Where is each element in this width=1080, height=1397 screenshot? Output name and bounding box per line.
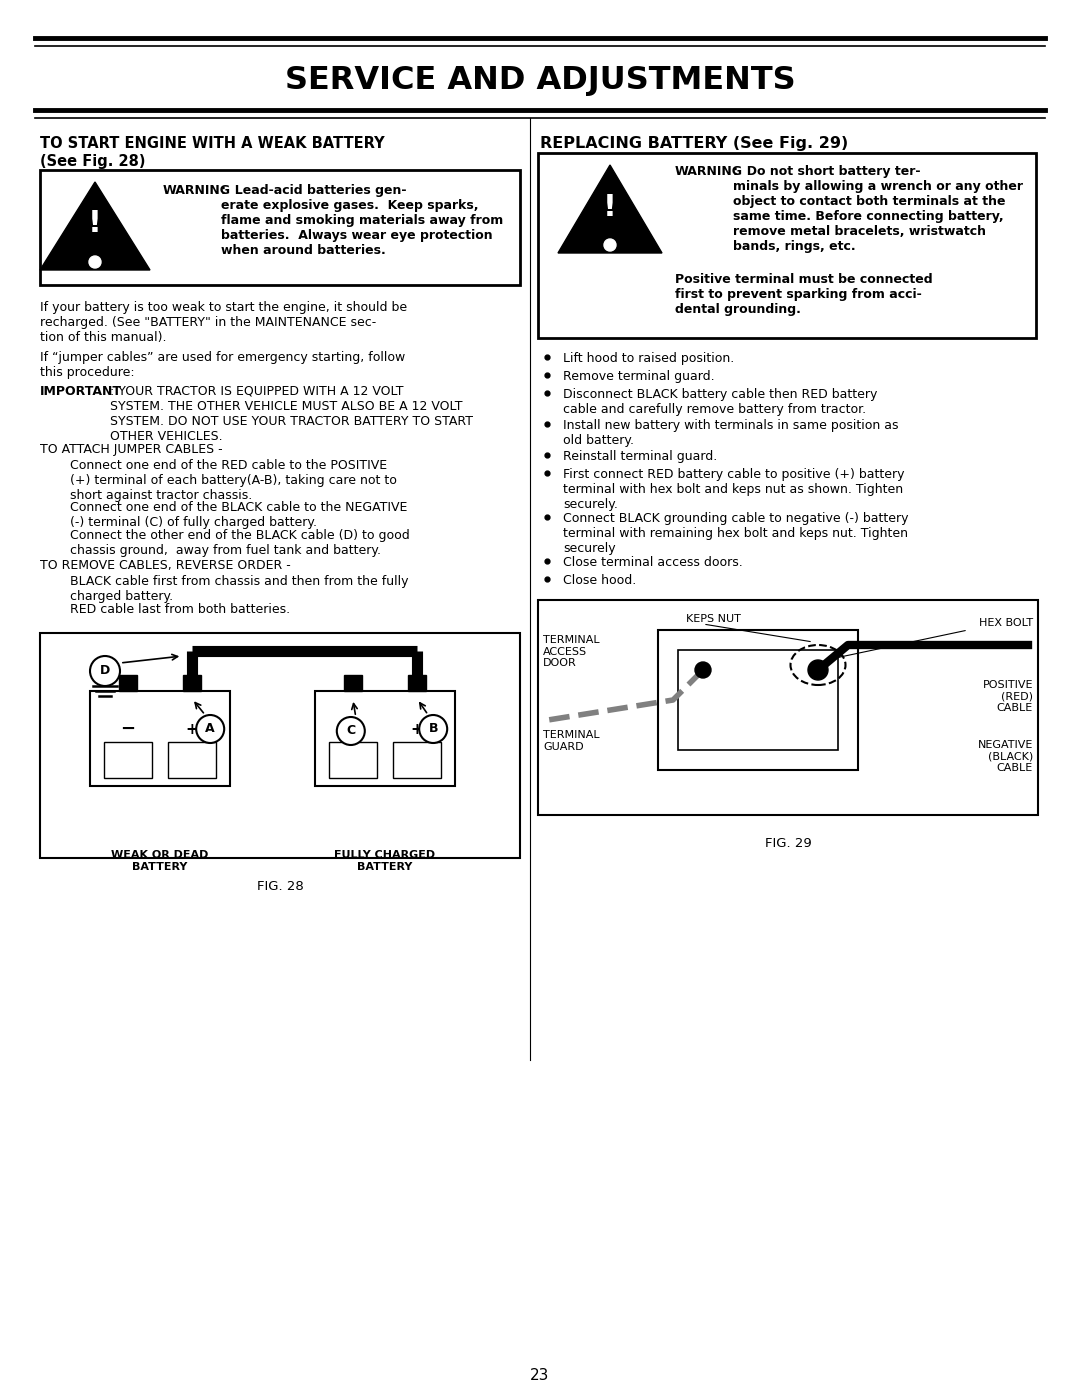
Text: +: + — [186, 721, 199, 736]
Text: A: A — [205, 722, 215, 735]
Text: :  Lead-acid batteries gen-
erate explosive gases.  Keep sparks,
flame and smoki: : Lead-acid batteries gen- erate explosi… — [221, 184, 503, 257]
FancyBboxPatch shape — [658, 630, 858, 770]
Text: WARNING: WARNING — [163, 184, 231, 197]
FancyBboxPatch shape — [90, 692, 230, 787]
Text: WEAK OR DEAD
BATTERY: WEAK OR DEAD BATTERY — [111, 849, 208, 872]
Text: +: + — [410, 721, 423, 736]
Text: POSITIVE
(RED)
CABLE: POSITIVE (RED) CABLE — [983, 680, 1032, 714]
FancyBboxPatch shape — [40, 633, 519, 858]
Polygon shape — [558, 165, 662, 253]
FancyBboxPatch shape — [168, 742, 216, 778]
FancyBboxPatch shape — [329, 742, 377, 778]
Text: 23: 23 — [530, 1368, 550, 1383]
Text: If your battery is too weak to start the engine, it should be
recharged. (See "B: If your battery is too weak to start the… — [40, 300, 407, 344]
Text: Close hood.: Close hood. — [563, 574, 636, 587]
FancyBboxPatch shape — [40, 170, 519, 285]
Text: :  Do not short battery ter-
minals by allowing a wrench or any other
object to : : Do not short battery ter- minals by al… — [733, 165, 1023, 253]
Text: !: ! — [89, 210, 102, 239]
Circle shape — [604, 239, 616, 251]
Circle shape — [90, 657, 120, 686]
Text: TO REMOVE CABLES, REVERSE ORDER -: TO REMOVE CABLES, REVERSE ORDER - — [40, 559, 291, 571]
FancyBboxPatch shape — [393, 742, 441, 778]
Text: WARNING: WARNING — [675, 165, 743, 177]
Text: D: D — [99, 665, 110, 678]
Text: NEGATIVE
(BLACK)
CABLE: NEGATIVE (BLACK) CABLE — [977, 740, 1032, 773]
Text: Connect BLACK grounding cable to negative (-) battery
terminal with remaining he: Connect BLACK grounding cable to negativ… — [563, 511, 908, 555]
Text: Close terminal access doors.: Close terminal access doors. — [563, 556, 743, 569]
Text: HEX BOLT: HEX BOLT — [978, 617, 1032, 629]
Text: C: C — [347, 725, 355, 738]
Text: Remove terminal guard.: Remove terminal guard. — [563, 370, 715, 383]
Text: FULLY CHARGED
BATTERY: FULLY CHARGED BATTERY — [335, 849, 435, 872]
Text: RED cable last from both batteries.: RED cable last from both batteries. — [70, 604, 291, 616]
Text: Reinstall terminal guard.: Reinstall terminal guard. — [563, 450, 717, 462]
Circle shape — [89, 256, 102, 268]
FancyBboxPatch shape — [315, 692, 455, 787]
FancyBboxPatch shape — [538, 154, 1036, 338]
Text: Positive terminal must be connected
first to prevent sparking from acci-
dental : Positive terminal must be connected firs… — [675, 272, 933, 316]
Circle shape — [808, 659, 828, 680]
FancyBboxPatch shape — [184, 675, 201, 692]
Text: Connect one end of the BLACK cable to the NEGATIVE
(-) terminal (C) of fully cha: Connect one end of the BLACK cable to th… — [70, 502, 407, 529]
Text: !: ! — [603, 193, 617, 222]
Text: (See Fig. 28): (See Fig. 28) — [40, 154, 146, 169]
Circle shape — [337, 717, 365, 745]
FancyBboxPatch shape — [119, 675, 137, 692]
Text: KEPS NUT: KEPS NUT — [686, 615, 741, 624]
Text: Install new battery with terminals in same position as
old battery.: Install new battery with terminals in sa… — [563, 419, 899, 447]
Text: −: − — [120, 719, 135, 738]
FancyBboxPatch shape — [678, 650, 838, 750]
Text: If “jumper cables” are used for emergency starting, follow
this procedure:: If “jumper cables” are used for emergenc… — [40, 351, 405, 379]
Text: Connect the other end of the BLACK cable (D) to good
chassis ground,  away from : Connect the other end of the BLACK cable… — [70, 529, 409, 557]
Text: Lift hood to raised position.: Lift hood to raised position. — [563, 352, 734, 365]
Text: IMPORTANT: IMPORTANT — [40, 386, 122, 398]
Text: SERVICE AND ADJUSTMENTS: SERVICE AND ADJUSTMENTS — [285, 64, 795, 95]
FancyBboxPatch shape — [343, 675, 362, 692]
Text: TERMINAL
GUARD: TERMINAL GUARD — [543, 731, 599, 752]
Polygon shape — [40, 182, 150, 270]
Text: TO START ENGINE WITH A WEAK BATTERY: TO START ENGINE WITH A WEAK BATTERY — [40, 136, 384, 151]
Text: B: B — [429, 722, 438, 735]
Text: First connect RED battery cable to positive (+) battery
terminal with hex bolt a: First connect RED battery cable to posit… — [563, 468, 905, 511]
Text: FIG. 29: FIG. 29 — [765, 837, 811, 849]
FancyBboxPatch shape — [104, 742, 151, 778]
Text: : YOUR TRACTOR IS EQUIPPED WITH A 12 VOLT
SYSTEM. THE OTHER VEHICLE MUST ALSO BE: : YOUR TRACTOR IS EQUIPPED WITH A 12 VOL… — [110, 386, 473, 443]
Circle shape — [197, 715, 225, 743]
Text: −: − — [346, 719, 361, 738]
Circle shape — [419, 715, 447, 743]
Text: TERMINAL
ACCESS
DOOR: TERMINAL ACCESS DOOR — [543, 636, 599, 668]
Text: BLACK cable first from chassis and then from the fully
charged battery.: BLACK cable first from chassis and then … — [70, 576, 408, 604]
Text: FIG. 28: FIG. 28 — [257, 880, 303, 893]
Text: REPLACING BATTERY (See Fig. 29): REPLACING BATTERY (See Fig. 29) — [540, 136, 848, 151]
Text: TO ATTACH JUMPER CABLES -: TO ATTACH JUMPER CABLES - — [40, 443, 222, 455]
FancyBboxPatch shape — [538, 599, 1038, 814]
Text: Connect one end of the RED cable to the POSITIVE
(+) terminal of each battery(A-: Connect one end of the RED cable to the … — [70, 460, 396, 502]
Text: Disconnect BLACK battery cable then RED battery
cable and carefully remove batte: Disconnect BLACK battery cable then RED … — [563, 388, 877, 416]
FancyBboxPatch shape — [408, 675, 427, 692]
Circle shape — [696, 662, 711, 678]
